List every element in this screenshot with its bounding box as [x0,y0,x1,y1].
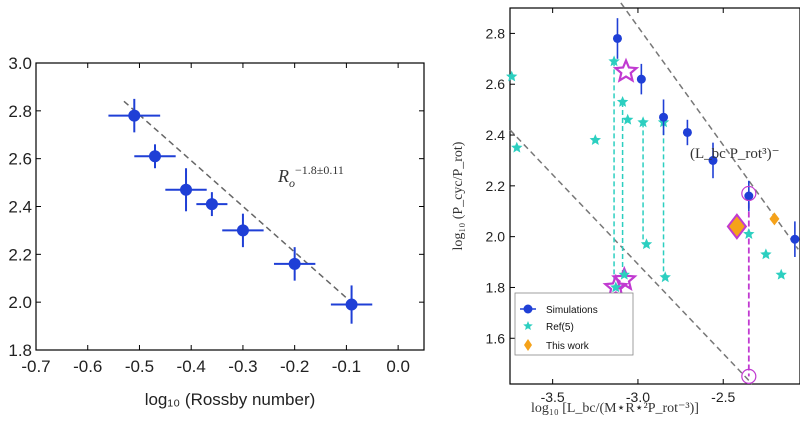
left-y-tick-label: 2.0 [8,293,32,312]
left-x-tick-label: -0.2 [280,357,309,376]
left-y-tick-label: 2.2 [8,245,32,264]
left-data-point [236,224,249,237]
simulation-point [708,155,718,165]
left-y-tick-label: 3.0 [8,54,32,73]
left-x-tick-label: -0.6 [73,357,102,376]
simulation-point [682,127,692,137]
highlight-circle-marker [741,368,757,384]
right-x-tick-label: -3.0 [626,389,650,405]
left-x-tick-label: -0.1 [332,357,361,376]
ref5-star-point [637,116,649,128]
right-trend-line [509,129,753,385]
this-work-point [726,213,748,240]
left-x-tick-label: -0.5 [125,357,154,376]
left-y-tick-label: 1.8 [8,341,32,360]
legend: Simulations Ref(5) This work [514,292,634,356]
right-y-tick-label: 1.8 [486,279,506,295]
right-plot-frame [509,7,800,385]
ref5-star-point [775,268,787,280]
ref5-star-point [760,248,772,260]
legend-this-work-label: This work [546,341,590,352]
right-y-tick-label: 2.4 [486,127,506,143]
simulation-point [612,33,622,43]
left-data-point [148,150,161,163]
simulation-point [790,234,800,244]
legend-simulations-marker [523,304,533,314]
simulation-point [636,74,646,84]
ref5-star-point [743,228,755,239]
highlight-star-marker [612,57,640,83]
legend-this-work-marker [524,339,532,351]
ref5-star-point [622,113,634,125]
right-x-axis-label: log₁₀ [L_bc/(M⋆R⋆²P_rot⁻³)] [531,401,699,416]
left-fit-line [123,100,358,308]
ref5-star-point [511,141,523,153]
legend-box [514,292,634,356]
scaling-panel: -3.5-3.0-2.5-21.61.82.02.22.42.62.8 (L_b… [451,2,800,416]
simulation-point [659,112,669,122]
left-data-point [288,257,301,270]
highlight-star-marker [611,265,638,292]
left-y-tick-label: 2.8 [8,102,32,121]
ref5-star-point [640,238,653,250]
left-data-point [205,198,218,211]
left-data-point [180,183,193,196]
left-x-tick-label: 0.0 [386,357,410,376]
legend-ref5-marker [523,321,533,330]
left-x-tick-label: -0.4 [177,357,206,376]
right-y-tick-label: 2.8 [486,25,506,41]
left-x-tick-label: -0.7 [21,357,50,376]
right-y-axis-label: log₁₀ (P_cyc/P_rot) [451,141,466,250]
legend-ref5-label: Ref(5) [546,322,574,333]
right-y-tick-label: 1.6 [486,330,506,346]
ref5-star-point [506,70,518,82]
left-y-tick-label: 2.4 [8,198,32,217]
ref5-star-point [659,271,671,283]
ref5-star-point [610,281,622,293]
highlight-circle-marker [741,185,757,202]
this-work-point [769,212,780,226]
right-y-tick-label: 2.2 [486,178,506,194]
right-x-tick-label: -2.5 [711,389,735,405]
ref5-star-point [616,96,629,107]
simulation-point [744,191,754,201]
right-y-tick-label: 2.0 [486,229,506,245]
left-data-point [128,109,141,122]
exponent-annotation: Ro−1.8±0.11 [277,163,344,190]
left-x-tick-label: -0.3 [228,357,257,376]
legend-simulations-label: Simulations [546,305,598,316]
left-y-tick-label: 2.6 [8,150,32,169]
ref5-star-point [618,268,630,280]
left-data-point [345,298,358,311]
left-plot-frame [35,62,425,351]
rossby-panel: -0.7 -0.6 -0.5 -0.4 -0.3 -0.2 -0.1 0.0 1.8 2.0 2.2… [8,54,425,409]
ref5-star-point [608,55,620,67]
right-x-tick-label: -3.5 [541,389,565,405]
ref5-star-point [589,134,601,145]
right-annotation: (L_bc P_rot³)⁻ [690,146,779,162]
right-y-tick-label: 2.6 [486,76,506,92]
right-trend-line [620,2,799,250]
left-x-axis-label: log₁₀ (Rossby number) [145,390,316,409]
